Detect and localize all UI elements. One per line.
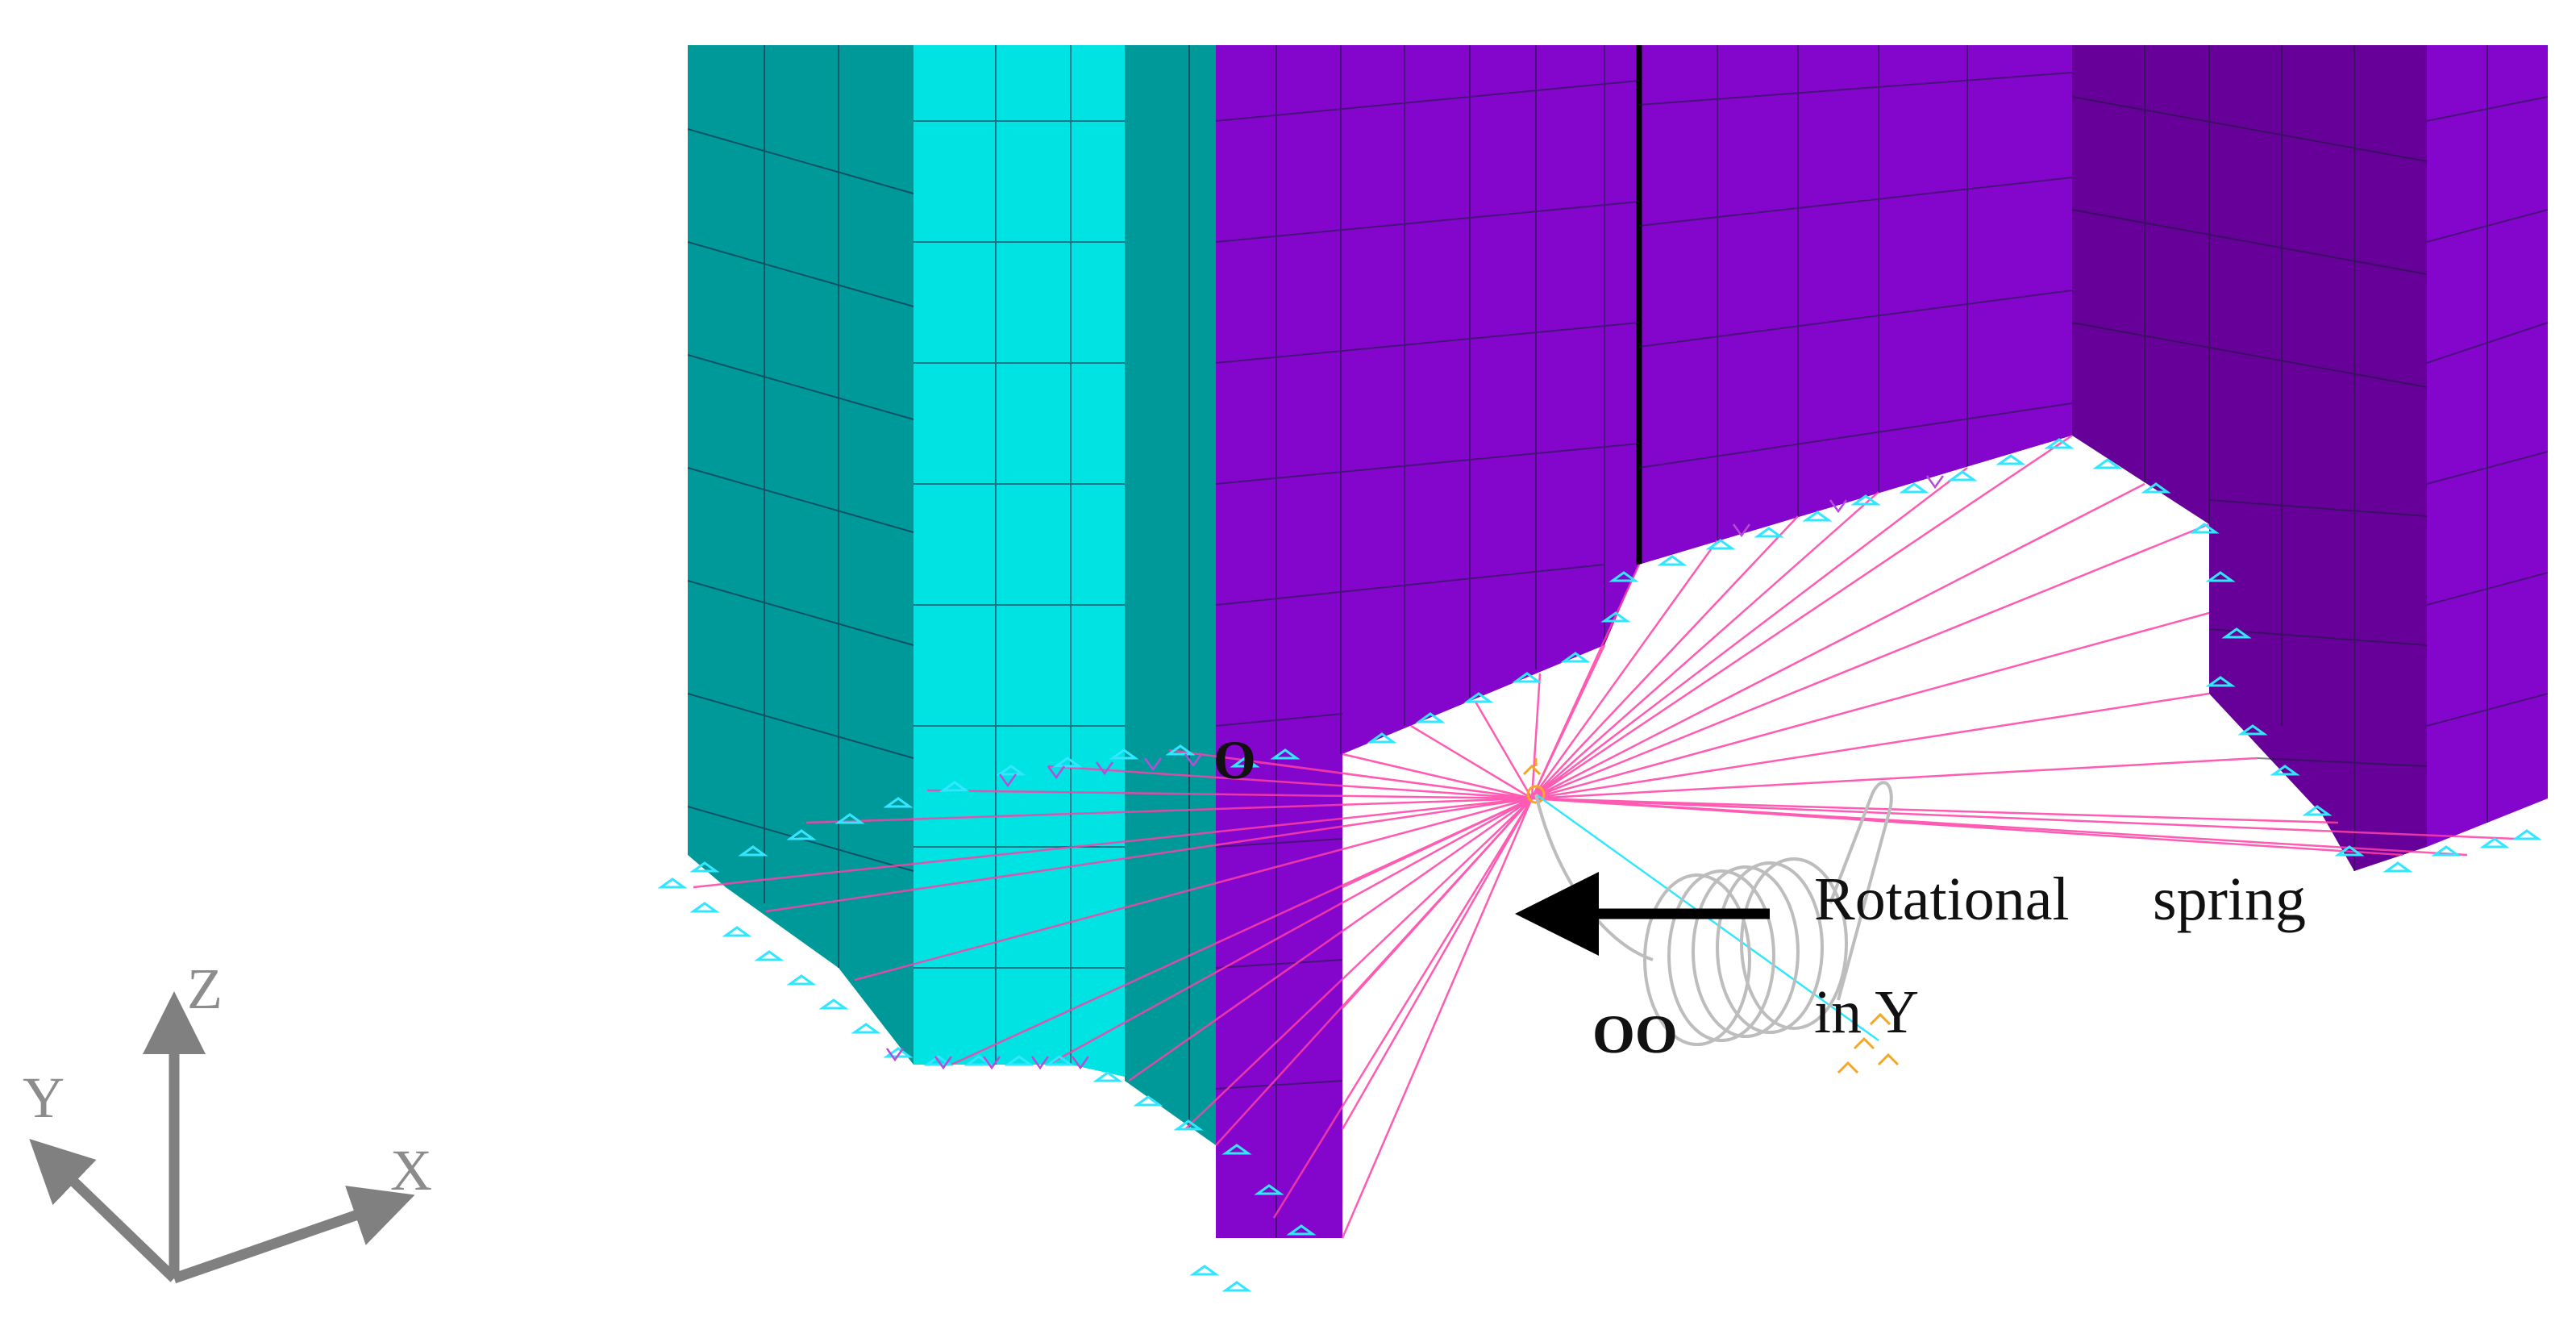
mesh-blocks — [688, 45, 2548, 1238]
purple-face-front — [1216, 45, 1639, 1238]
rigid-links — [693, 434, 2516, 1239]
x-axis-label: X — [390, 1138, 432, 1203]
mesh-grid — [687, 45, 2549, 1238]
constraint-markers-violet — [885, 475, 1945, 1070]
z-axis-label: Z — [187, 957, 223, 1021]
point-oo-label: OO — [1592, 1003, 1678, 1065]
rotational-spring — [1534, 781, 1893, 1046]
cyan-column-center — [913, 45, 1125, 1077]
purple-face-middle — [1639, 45, 2072, 565]
spring-label-in-y: in Y — [1814, 978, 1919, 1046]
x-axis-line — [172, 1186, 415, 1284]
spring-label-spring: spring — [2153, 865, 2306, 933]
opening-region — [1342, 436, 2209, 1238]
purple-face-right-dark — [2072, 45, 2427, 871]
y-axis-label: Y — [23, 1065, 65, 1130]
spring-label-rotational: Rotational — [1814, 865, 2070, 933]
spring-end-node-marker — [1837, 1012, 1900, 1074]
point-o-label: O — [1213, 729, 1256, 790]
center-node-marker — [1522, 758, 1546, 804]
teal-column-left — [688, 45, 913, 1065]
y-axis-line — [29, 1138, 178, 1282]
axis-triad — [29, 991, 415, 1284]
constraint-markers — [657, 438, 2542, 1292]
teal-column-right — [1125, 45, 1216, 1145]
